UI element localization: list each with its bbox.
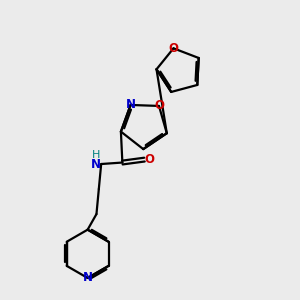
Text: O: O bbox=[154, 99, 164, 112]
Text: O: O bbox=[169, 42, 178, 55]
Text: N: N bbox=[126, 98, 136, 112]
Text: H: H bbox=[92, 150, 100, 160]
Text: N: N bbox=[91, 158, 101, 170]
Text: N: N bbox=[82, 272, 93, 284]
Text: O: O bbox=[145, 153, 155, 166]
